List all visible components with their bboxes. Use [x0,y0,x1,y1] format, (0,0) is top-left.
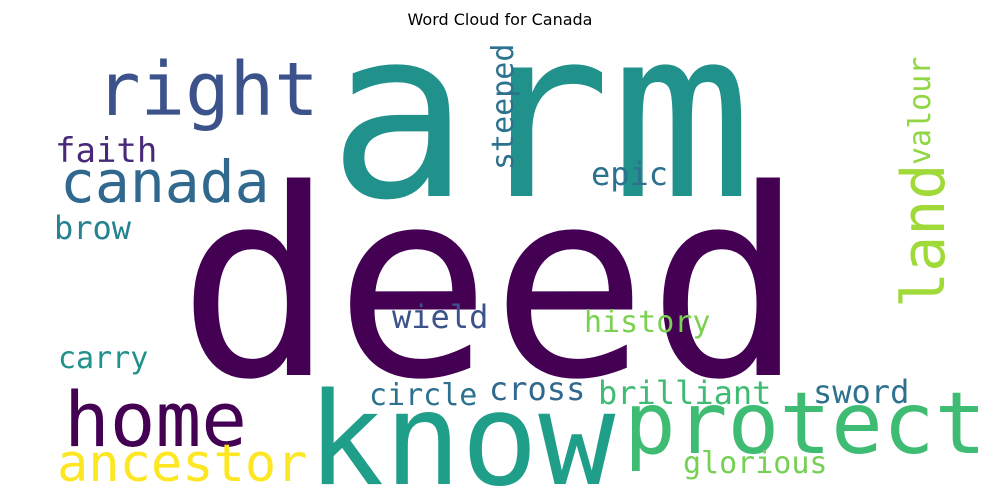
chart-title: Word Cloud for Canada [407,10,593,29]
word-know: know [307,366,616,500]
word-brilliant: brilliant [598,374,771,412]
word-land: land [889,164,959,309]
word-wield: wield [392,298,488,336]
word-valour: valour [903,57,938,165]
word-deed: deed [178,135,804,437]
word-home: home [64,375,247,464]
word-arm: arm [328,0,752,252]
word-faith: faith [55,131,157,171]
word-circle: circle [369,378,477,413]
word-protect: protect [624,374,986,474]
word-steeped: steeped [486,44,521,170]
word-sword: sword [813,373,909,411]
word-canada: canada [60,148,270,216]
word-right: right [96,47,319,133]
word-ancestor: ancestor [57,434,307,494]
word-carry: carry [58,341,148,376]
word-cross: cross [489,370,585,408]
word-history: history [584,305,710,340]
word-glorious: glorious [683,446,828,481]
word-epic: epic [591,155,668,193]
word-brow: brow [54,209,132,247]
